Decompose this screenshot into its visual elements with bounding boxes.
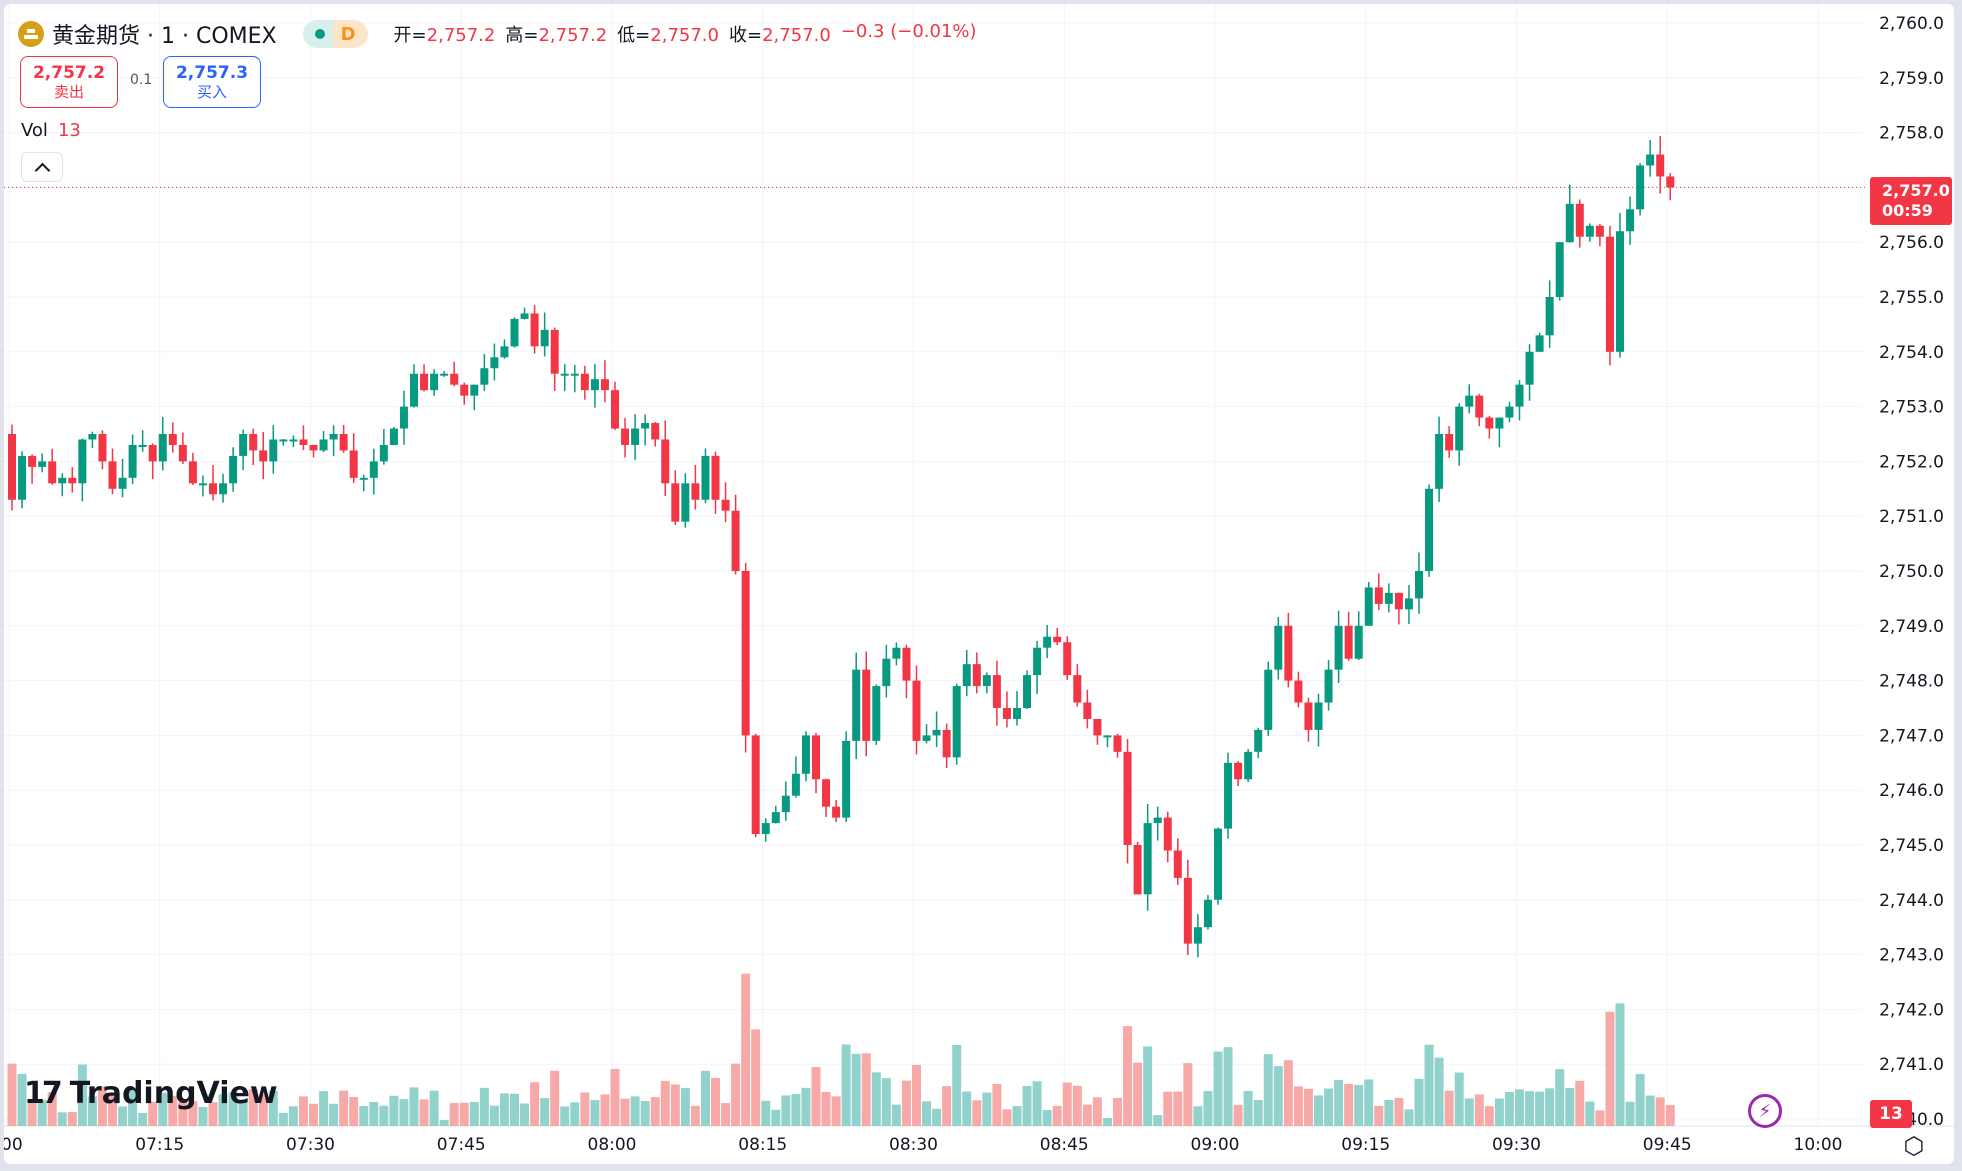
price-axis-label: 2,755.0 [1879,288,1944,308]
price-axis-label: 2,752.0 [1879,452,1944,472]
low-value: 2,757.0 [650,25,719,46]
tradingview-wordmark: TradingView [69,1076,278,1111]
time-axis-label: 10:00 [1794,1135,1843,1155]
low-label: 低= [617,25,651,46]
volume-label: Vol [21,120,48,141]
collapse-legend-button[interactable] [21,152,63,182]
time-axis-label: 09:45 [1643,1135,1692,1155]
close-value: 2,757.0 [762,25,831,46]
time-axis-label: 09:15 [1341,1135,1390,1155]
change-value: −0.3 (−0.01%) [840,21,977,42]
time-axis-label: 09:30 [1492,1135,1541,1155]
price-axis-label: 2,745.0 [1879,836,1944,856]
settings-gear-icon[interactable]: ⬡ [1903,1132,1925,1160]
price-axis-label: 2,758.0 [1879,124,1944,144]
tradingview-logo[interactable]: 17 TradingView [24,1076,278,1111]
time-axis-label: :00 [4,1135,23,1155]
buy-label: 买入 [196,83,227,101]
gold-symbol-icon [18,21,44,47]
time-axis-label: 07:45 [437,1135,486,1155]
volume-legend[interactable]: Vol 13 [21,120,81,141]
price-axis-label: 2,741.0 [1879,1055,1944,1075]
price-axis-label: 2,750.0 [1879,562,1944,582]
time-axis-label: 08:45 [1040,1135,1089,1155]
sell-label: 卖出 [53,83,84,101]
buy-price: 2,757.3 [175,63,249,83]
symbol-title[interactable]: 黄金期货 · 1 · COMEX [52,24,277,49]
price-axis-label: 2,746.0 [1879,781,1944,801]
time-axis-label: 07:15 [135,1135,184,1155]
bar-countdown: 00:59 [1882,201,1933,220]
spread-value: 0.1 [130,72,153,88]
open-label: 开= [393,25,427,46]
high-label: 高= [505,25,539,46]
sell-button[interactable]: 2,757.2 卖出 [20,56,118,108]
price-axis-label: 2,742.0 [1879,1000,1944,1020]
price-axis-label: 40.0 [1906,1110,1944,1130]
price-axis-label: 2,747.0 [1879,726,1944,746]
open-value: 2,757.2 [426,25,496,46]
volume-axis-tag: 13 [1870,1100,1912,1128]
chart-frame: 2,760.0 2,759.0 2,758.0 2,757.0 2,756.0 2,755… [4,4,1954,1164]
symbol-legend: 黄金期货 · 1 · COMEX D 开=2,757.2 高=2,757.2 低… [18,18,977,50]
candlestick-chart[interactable]: 2,760.0 2,759.0 2,758.0 2,757.0 2,756.0 2,755… [4,4,1954,1164]
last-price: 2,757.0 [1882,181,1950,200]
price-axis-label: 2,749.0 [1879,617,1944,637]
volume-value: 13 [57,120,81,141]
ohlc-values: 开=2,757.2 高=2,757.2 低=2,757.0 收=2,757.0 … [394,21,977,47]
price-axis-label: 2,759.0 [1879,69,1944,89]
delayed-badge: D [332,20,368,48]
price-axis-label: 2,743.0 [1879,946,1944,966]
price-axis-label: 2,754.0 [1879,343,1944,363]
price-axis-label: 2,744.0 [1879,891,1944,911]
time-axis-label: 08:15 [738,1135,787,1155]
time-axis-label: 08:00 [588,1135,637,1155]
price-axis-label: 2,753.0 [1879,398,1944,418]
price-axis-label: 2,760.0 [1879,14,1944,34]
sell-price: 2,757.2 [32,63,106,83]
price-axis-label: 2,756.0 [1879,233,1944,253]
time-axis-label: 09:00 [1191,1135,1240,1155]
buy-button[interactable]: 2,757.3 买入 [163,56,261,108]
price-axis-label: 2,751.0 [1879,507,1944,527]
high-value: 2,757.2 [538,25,608,46]
last-price-tag: 2,757.0 00:59 [1870,177,1952,225]
tradingview-mark-icon: 17 [24,1076,63,1111]
time-axis-label: 08:30 [889,1135,938,1155]
market-open-dot-icon [314,29,325,39]
time-axis-label: 07:30 [286,1135,335,1155]
close-label: 收= [728,25,763,46]
market-status-pill[interactable]: D [302,20,368,48]
price-axis-label: 2,748.0 [1879,672,1944,692]
lightning-icon[interactable]: ⚡ [1748,1094,1782,1128]
